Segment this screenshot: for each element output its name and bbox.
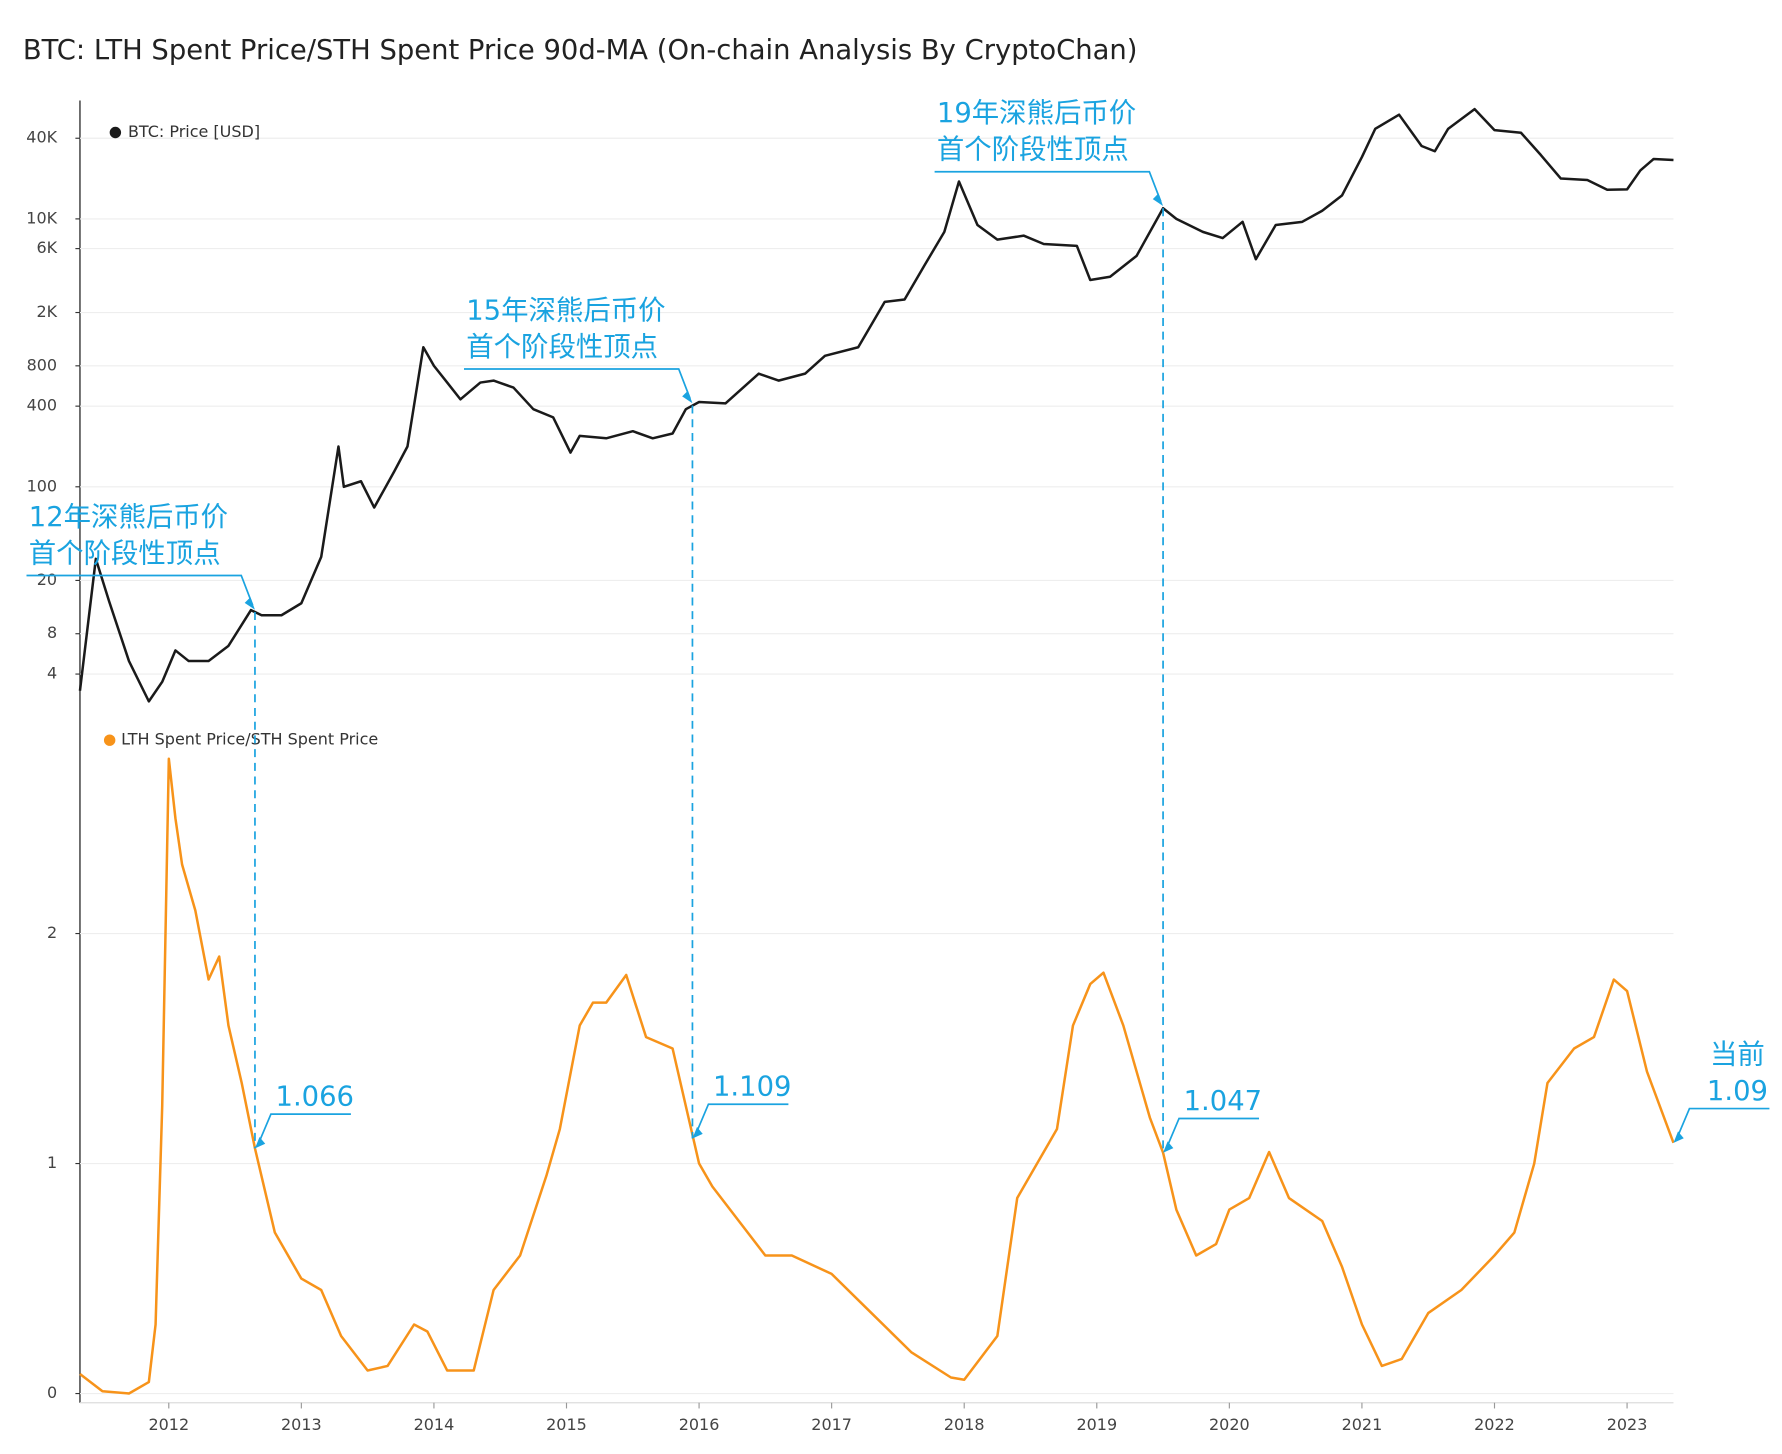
chart-title: BTC: LTH Spent Price/STH Spent Price 90d… [23,35,1138,66]
annotation-text: 19年深熊后币价 [937,98,1136,129]
annotation-arrow [1165,1117,1260,1149]
annotation-text: 当前 [1710,1040,1765,1071]
y-tick-label: 2K [36,302,57,321]
annotation-arrow [1676,1107,1770,1139]
annotation-text: 首个阶段性顶点 [29,538,221,569]
legend-marker [103,734,116,746]
x-tick-label: 2012 [148,1415,189,1434]
y-tick-label: 20 [37,570,57,589]
legend-label: BTC: Price [USD] [128,122,260,141]
chart-body: BTC: LTH Spent Price/STH Spent Price 90d… [23,35,1770,1434]
arrow-head [692,1127,703,1139]
annotation-arrow [257,1113,351,1145]
annotation-value: 1.109 [713,1072,791,1103]
arrow-head [1152,193,1164,207]
annotation-text: 首个阶段性顶点 [937,135,1129,166]
y-tick-label: 1 [47,1153,57,1172]
x-tick-label: 2022 [1474,1415,1515,1434]
x-tick-label: 2017 [811,1415,852,1434]
annotation-value: 1.066 [276,1082,354,1113]
x-tick-label: 2016 [679,1415,720,1434]
annotation-arrow [463,368,691,399]
x-tick-label: 2023 [1607,1415,1648,1434]
y-tick-label: 6K [36,238,57,257]
y-tick-label: 4 [47,664,57,683]
legend-label: LTH Spent Price/STH Spent Price [121,730,378,749]
x-tick-label: 2013 [281,1415,322,1434]
legend-marker [109,126,122,139]
y-tick-label: 10K [26,208,57,227]
x-tick-label: 2015 [546,1415,587,1434]
y-tick-label: 40K [26,128,57,147]
annotation-arrow [695,1103,789,1135]
annotation-value: 1.047 [1184,1086,1262,1117]
series-line [79,757,1675,1395]
x-tick-label: 2021 [1342,1415,1383,1434]
arrow-head [244,597,255,610]
annotation-text: 15年深熊后币价 [466,295,665,326]
x-tick-label: 2018 [944,1415,985,1434]
y-tick-label: 800 [27,355,58,374]
annotation-value: 1.09 [1707,1076,1768,1107]
y-tick-label: 8 [47,623,57,642]
arrow-head [254,1136,266,1149]
arrow-head [682,390,693,404]
series-line [78,107,1674,703]
annotation-arrow [934,170,1162,202]
annotation-text: 首个阶段性顶点 [466,332,658,363]
arrow-head [1163,1141,1174,1153]
y-tick-label: 2 [47,923,57,942]
x-tick-label: 2014 [414,1415,455,1434]
y-tick-label: 0 [47,1383,57,1402]
arrow-head [1673,1131,1684,1143]
y-tick-label: 100 [27,476,58,495]
x-tick-label: 2020 [1209,1415,1250,1434]
x-tick-label: 2019 [1076,1415,1117,1434]
annotation-text: 12年深熊后币价 [29,502,228,533]
annotation-arrow [26,574,254,606]
y-tick-label: 400 [27,396,58,415]
